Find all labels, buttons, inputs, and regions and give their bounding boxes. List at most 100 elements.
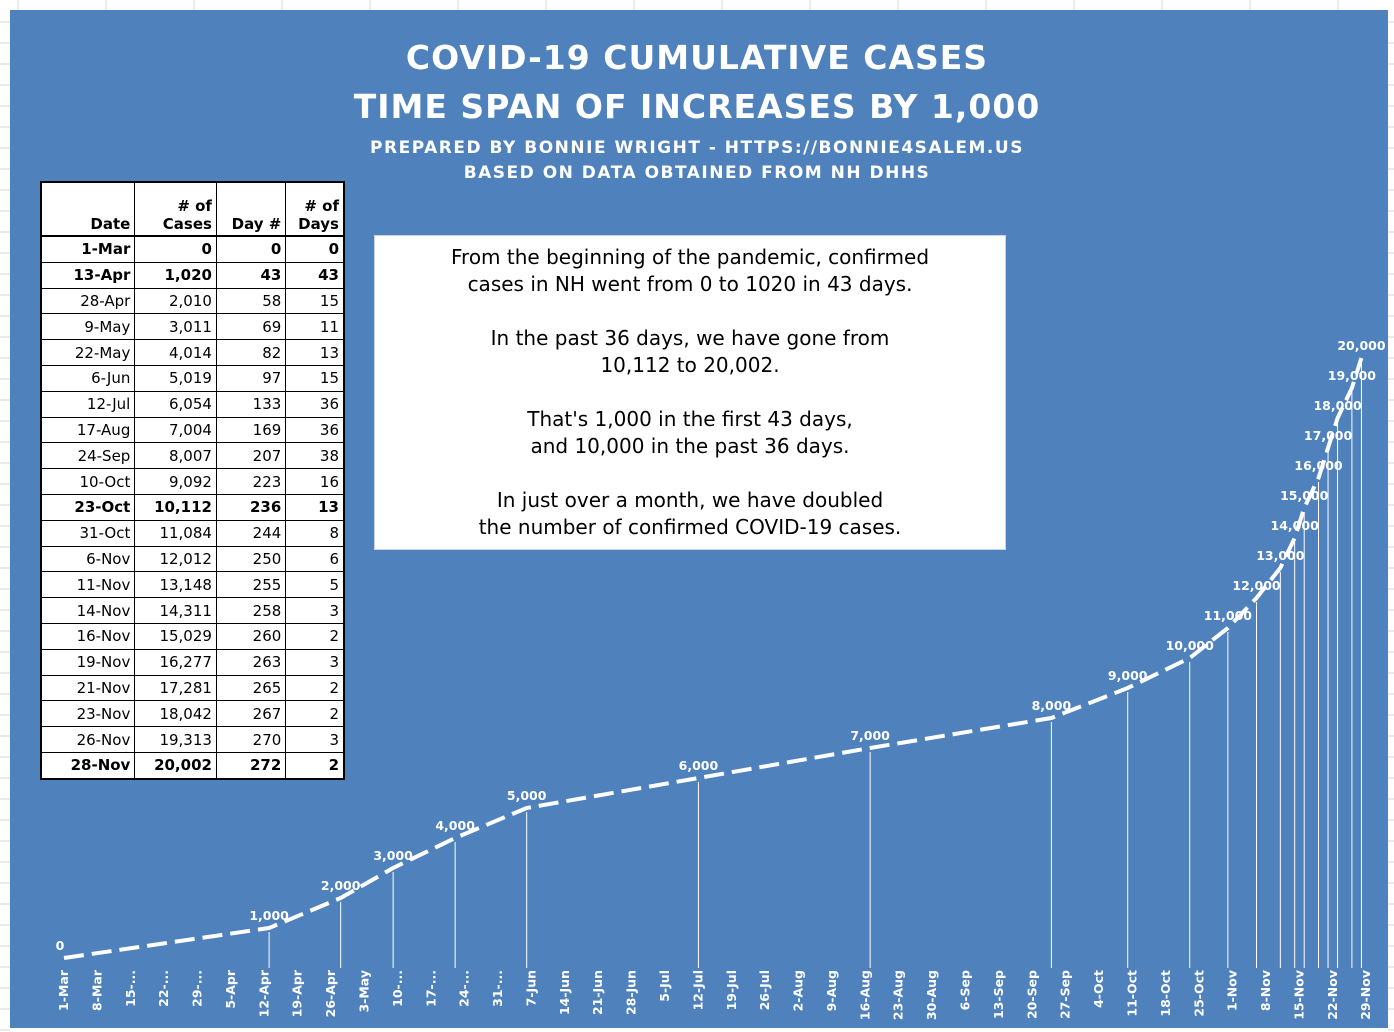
table-row: 23-Nov 18,042 267 2	[40, 700, 345, 728]
cell-day: 169	[215, 416, 287, 444]
table-row: 28-Apr 2,010 58 15	[40, 287, 345, 315]
cell-day: 133	[215, 390, 287, 418]
cell-days: 6	[285, 545, 345, 573]
table-row: 14-Nov 14,311 258 3	[40, 597, 345, 624]
cell-date: 23-Oct	[40, 493, 136, 521]
data-label: 0	[56, 938, 65, 953]
data-label: 8,000	[1032, 698, 1072, 713]
cell-date: 28-Nov	[40, 751, 136, 780]
cell-days: 13	[285, 339, 345, 366]
data-label: 20,000	[1337, 338, 1386, 353]
table-row: 26-Nov 19,313 270 3	[40, 726, 345, 753]
x-tick-label: 15-...	[123, 970, 138, 1007]
x-tick-label: 7-Jun	[524, 970, 539, 1006]
cell-date: 6-Jun	[40, 364, 136, 392]
cell-days: 13	[285, 493, 345, 521]
cell-day: 43	[215, 261, 287, 289]
cell-day: 267	[215, 700, 287, 728]
cell-days: 2	[285, 700, 345, 728]
data-label: 15,000	[1280, 488, 1329, 503]
x-tick-label: 16-Aug	[857, 970, 872, 1020]
x-tick-label: 1-Nov	[1225, 970, 1240, 1011]
cell-date: 9-May	[40, 313, 136, 341]
data-labels: 0 1,000 2,000 3,000 4,000 5,000 6,000 7,000 8,00…	[56, 338, 1386, 953]
cell-cases: 9,092	[134, 468, 217, 495]
cell-days: 15	[285, 287, 345, 315]
cell-days: 11	[285, 313, 345, 341]
annotation-paragraph-2: In the past 36 days, we have gone from 10…	[490, 326, 890, 377]
cell-date: 12-Jul	[40, 390, 136, 418]
cell-date: 17-Aug	[40, 416, 136, 444]
cell-day: 265	[215, 674, 287, 702]
x-tick-label: 25-Oct	[1191, 970, 1206, 1017]
cell-days: 2	[285, 622, 345, 650]
cell-day: 207	[215, 442, 287, 470]
table-row: 13-Apr 1,020 43 43	[40, 261, 345, 289]
cell-day: 250	[215, 545, 287, 573]
cell-cases: 1,020	[134, 261, 217, 289]
x-tick-label: 6-Sep	[958, 970, 973, 1010]
cell-day: 97	[215, 364, 287, 392]
cell-cases: 5,019	[134, 364, 217, 392]
cell-cases: 11,084	[134, 519, 217, 547]
cases-series-line	[63, 357, 1364, 960]
cell-date: 10-Oct	[40, 468, 136, 495]
cell-days: 2	[285, 751, 345, 780]
cell-date: 13-Apr	[40, 261, 136, 289]
x-tick-label: 12-Jul	[690, 970, 705, 1010]
x-tick-label: 30-Aug	[924, 970, 939, 1020]
table-row: 24-Sep 8,007 207 38	[40, 442, 345, 470]
cell-days: 3	[285, 648, 345, 676]
cases-data-table: Date # of Cases Day # # of Days 1-Mar 0 0 0 13…	[40, 181, 345, 780]
cell-date: 28-Apr	[40, 287, 136, 315]
cell-date: 22-May	[40, 339, 136, 366]
x-tick-label: 23-Aug	[891, 970, 906, 1020]
cell-cases: 15,029	[134, 622, 217, 650]
table-row: 21-Nov 17,281 265 2	[40, 674, 345, 702]
chart-title-line-1: COVID-19 CUMULATIVE CASES	[405, 38, 989, 77]
table-row: 22-May 4,014 82 13	[40, 339, 345, 366]
data-label: 6,000	[679, 758, 719, 773]
x-tick-label: 13-Sep	[991, 970, 1006, 1019]
cell-date: 23-Nov	[40, 700, 136, 728]
table-row: 17-Aug 7,004 169 36	[40, 416, 345, 444]
x-tick-label: 3-May	[357, 970, 372, 1013]
x-tick-label: 11-Oct	[1125, 970, 1140, 1017]
cell-cases: 8,007	[134, 442, 217, 470]
cell-date: 19-Nov	[40, 648, 136, 676]
cell-cases: 10,112	[134, 493, 217, 521]
header-day-number: Day #	[215, 181, 287, 237]
cell-day: 69	[215, 313, 287, 341]
cell-day: 255	[215, 571, 287, 599]
table-header-row: Date # of Cases Day # # of Days	[40, 181, 345, 237]
x-tick-label: 5-Jul	[657, 970, 672, 1002]
cell-days: 5	[285, 571, 345, 599]
x-tick-label: 20-Sep	[1024, 970, 1039, 1019]
x-tick-label: 12-Apr	[256, 969, 271, 1017]
cell-day: 236	[215, 493, 287, 521]
chart-title-line-2: TIME SPAN OF INCREASES BY 1,000	[353, 87, 1041, 126]
header-date: Date	[40, 181, 136, 237]
cell-date: 16-Nov	[40, 622, 136, 650]
table-row: 6-Nov 12,012 250 6	[40, 545, 345, 573]
cell-day: 0	[215, 235, 287, 263]
x-tick-label: 22-Nov	[1325, 970, 1340, 1020]
data-label: 17,000	[1304, 428, 1353, 443]
table-row: 19-Nov 16,277 263 3	[40, 648, 345, 676]
annotation-paragraph-3: That's 1,000 in the first 43 days, and 10…	[527, 407, 853, 458]
table-row: 12-Jul 6,054 133 36	[40, 390, 345, 418]
data-label: 7,000	[850, 728, 890, 743]
cell-cases: 0	[134, 235, 217, 263]
cell-days: 2	[285, 674, 345, 702]
chart-subtitle-source: BASED ON DATA OBTAINED FROM NH DHHS	[463, 163, 931, 183]
cell-cases: 6,054	[134, 390, 217, 418]
cell-days: 36	[285, 390, 345, 418]
annotation-paragraph-4: In just over a month, we have doubled the…	[478, 488, 902, 539]
x-tick-label: 4-Oct	[1091, 970, 1106, 1008]
cell-days: 16	[285, 468, 345, 495]
table-row: 1-Mar 0 0 0	[40, 235, 345, 263]
x-tick-label: 26-Apr	[323, 969, 338, 1017]
x-tick-label: 10-...	[390, 970, 405, 1007]
header-cases: # of Cases	[134, 181, 217, 237]
cell-cases: 7,004	[134, 416, 217, 444]
